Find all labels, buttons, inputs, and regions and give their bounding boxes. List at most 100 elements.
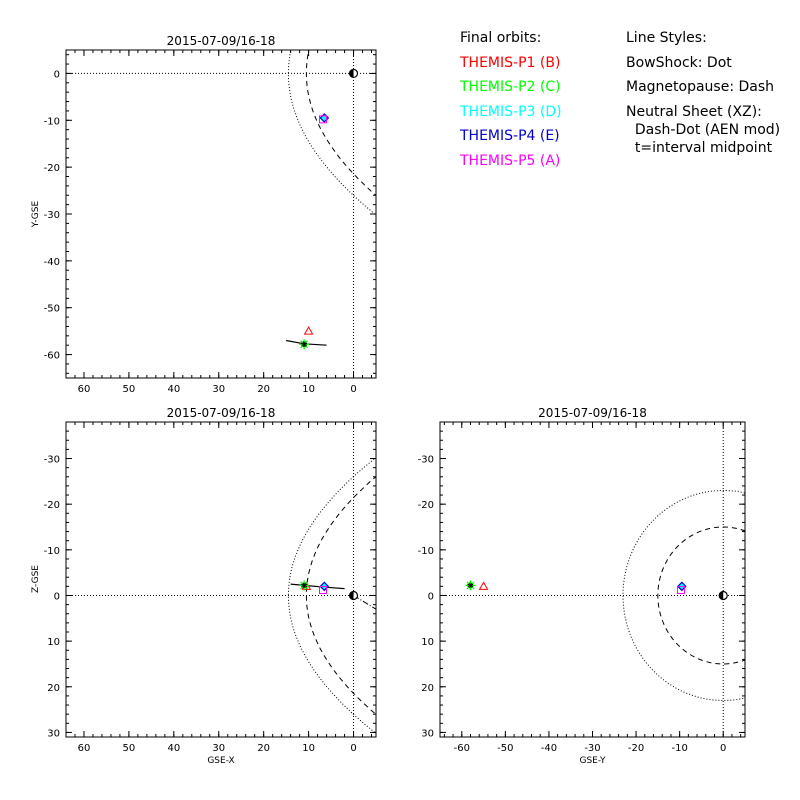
p4-diamond-marker (676, 581, 687, 592)
x-tick-label: 50 (123, 743, 136, 754)
y-tick-label: -10 (44, 116, 60, 127)
orbits-legend: Final orbits: THEMIS-P1 (B) THEMIS-P2 (C… (460, 26, 562, 173)
y-tick-label: 30 (47, 728, 60, 739)
x-tick-label: 10 (302, 743, 315, 754)
legend-probe-p2: THEMIS-P2 (C) (460, 79, 561, 95)
bowshock-curve (622, 490, 745, 701)
line-style-neutral-sheet: Neutral Sheet (XZ): (626, 103, 762, 120)
p5-square-marker (676, 586, 685, 594)
y-tick-label: 20 (421, 683, 434, 694)
x-tick-label: 0 (350, 384, 356, 395)
panel-1: 60 50 40 30 20 10 0 -60 -50 -40 -30 -20 -10 0 2015-07-… (31, 34, 377, 395)
x-tick-label: 30 (212, 743, 225, 754)
earth-night-side (719, 591, 724, 600)
legend-probe-p4: THEMIS-P4 (E) (460, 128, 560, 144)
probe-marker (320, 113, 329, 122)
y-axis-label: Y-GSE (31, 201, 41, 229)
y-tick-label: -20 (418, 500, 434, 511)
x-axis-label: GSE-Y (579, 756, 606, 766)
plot-area (66, 50, 376, 378)
probe-marker (319, 113, 330, 123)
x-tick-label: 20 (257, 743, 270, 754)
y-tick-label: 10 (421, 637, 434, 648)
y-tick-label: 0 (54, 591, 60, 602)
p4-diamond-marker (319, 581, 330, 592)
x-tick-label: -10 (671, 743, 687, 754)
y-axis-label: Z-GSE (31, 565, 41, 593)
y-tick-label: 20 (47, 683, 60, 694)
p1-triangle-marker (303, 326, 314, 335)
panel-title: 2015-07-09/16-18 (538, 406, 647, 420)
x-tick-label: -20 (628, 743, 644, 754)
legend-probe-p3: THEMIS-P3 (D) (460, 103, 562, 120)
x-tick-label: -30 (584, 743, 600, 754)
x-tick-label: 10 (302, 384, 315, 395)
plot-frame (65, 49, 377, 379)
x-tick-label: 40 (167, 384, 180, 395)
magnetopause-curve (305, 475, 376, 716)
legend-probe-p5: THEMIS-P5 (A) (460, 152, 561, 169)
p5-square-marker (318, 586, 327, 594)
panel-3: -60 -50 -40 -30 -20 -10 0 -30 -20 -10 0 10 20 30 2015-… (418, 406, 746, 766)
bowshock-curve (287, 50, 376, 216)
magnetopause-curve (305, 50, 376, 197)
x-tick-label: 20 (257, 384, 270, 395)
line-style-bowshock: BowShock: Dot (626, 54, 732, 71)
y-tick-label: -40 (44, 257, 60, 268)
x-tick-label: -50 (497, 743, 513, 754)
line-style-magnetopause: Magnetopause: Dash (626, 79, 775, 95)
x-tick-label: -40 (541, 743, 557, 754)
x-tick-label: 60 (78, 384, 91, 395)
probe-marker (318, 115, 327, 124)
probe-marker (299, 339, 310, 350)
x-tick-label: -60 (454, 743, 470, 754)
probe-marker (465, 580, 476, 591)
x-tick-label: 0 (720, 743, 726, 754)
line-style-midpoint: t=interval midpoint (626, 139, 773, 156)
probe-marker (478, 581, 489, 590)
plot-frame (439, 421, 746, 738)
bowshock-curve (287, 456, 376, 734)
plot-frame (65, 421, 377, 738)
probe-marker (303, 326, 314, 335)
magnetopause-curve (657, 526, 745, 665)
orbit-trace (290, 583, 345, 590)
line-styles-title: Line Styles: (626, 30, 707, 46)
earth-night-side (349, 591, 354, 600)
line-style-neutral-sheet-desc: Dash-Dot (AEN mod) (626, 121, 781, 138)
line-styles-legend: Line Styles: BowShock: Dot Magnetopause:… (626, 26, 780, 157)
panel-title: 2015-07-09/16-18 (167, 34, 276, 48)
p3-diamond-marker (320, 113, 329, 122)
probe-marker (319, 581, 330, 592)
probe-marker (676, 586, 685, 594)
p5-square-marker (318, 115, 327, 124)
y-tick-label: -30 (44, 455, 60, 466)
p2-star-center (301, 583, 308, 588)
x-tick-label: 30 (212, 384, 225, 395)
y-tick-label: -10 (418, 546, 434, 557)
y-tick-label: -30 (44, 210, 60, 221)
p2-star-center (301, 342, 308, 346)
orbits-legend-title: Final orbits: (460, 30, 542, 46)
probe-marker (318, 586, 327, 594)
earth-night-side (349, 69, 354, 78)
plot-area (440, 422, 745, 737)
y-tick-label: 10 (47, 637, 60, 648)
x-tick-label: 60 (78, 743, 91, 754)
y-tick-label: 0 (428, 591, 434, 602)
probe-marker (676, 581, 687, 592)
legend-probe-p1: THEMIS-P1 (B) (460, 54, 561, 71)
y-tick-label: -60 (44, 351, 60, 362)
p1-triangle-marker (478, 581, 489, 590)
x-tick-label: 50 (123, 384, 136, 395)
y-tick-label: 0 (54, 69, 60, 80)
x-axis-label: GSE-X (207, 756, 234, 766)
panel-2: 60 50 40 30 20 10 0 -30 -20 -10 0 10 20 30 2015-07-09/… (31, 406, 377, 766)
y-tick-label: -20 (44, 163, 60, 174)
y-tick-label: -10 (44, 546, 60, 557)
p2-star-center (467, 583, 474, 588)
y-tick-label: -20 (44, 500, 60, 511)
x-tick-label: 0 (350, 743, 356, 754)
plot-area (66, 422, 376, 737)
